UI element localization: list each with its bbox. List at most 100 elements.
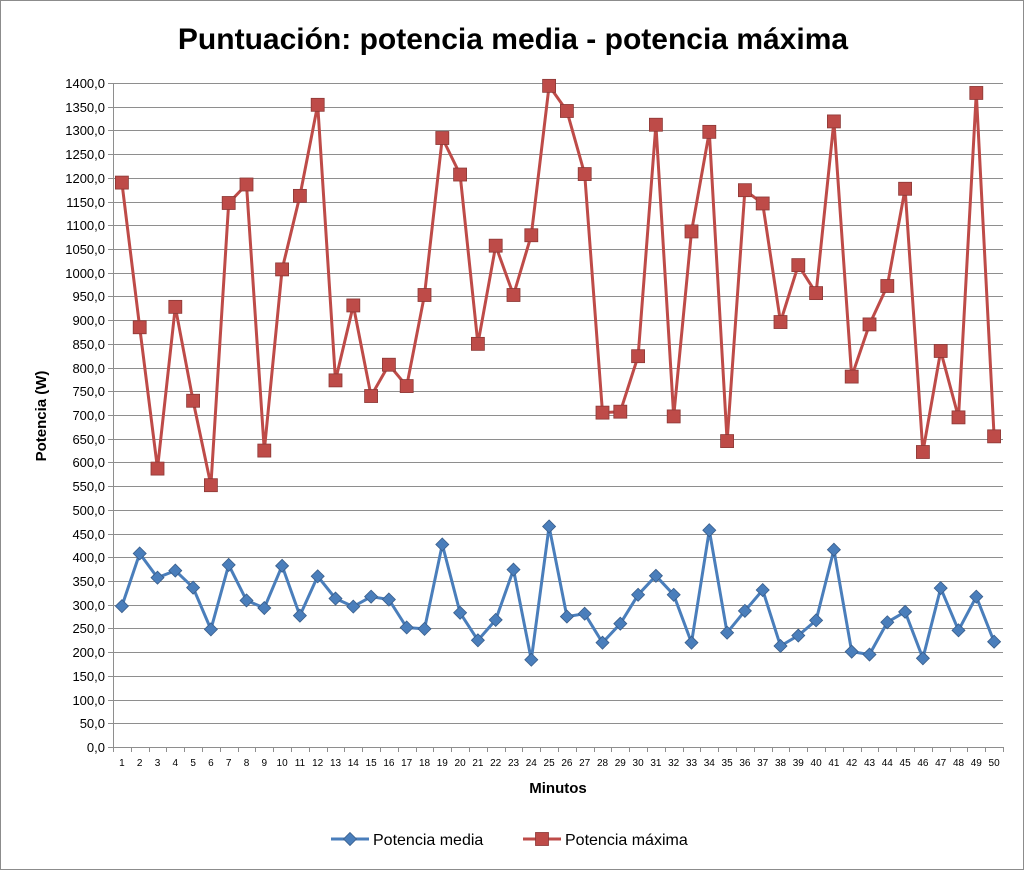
y-tick-label: 150,0 (72, 669, 105, 684)
data-point (435, 131, 450, 145)
data-point (898, 604, 913, 619)
x-tick-label: 21 (472, 758, 484, 769)
y-axis-label: Potencia (W) (33, 371, 50, 462)
data-point (470, 336, 485, 351)
data-point (399, 379, 414, 393)
data-point (613, 404, 628, 419)
data-point (257, 600, 272, 616)
y-tick-label: 450,0 (72, 527, 105, 542)
data-point (364, 589, 379, 604)
y-tick-label: 0,0 (87, 740, 105, 755)
data-point (542, 519, 557, 534)
data-point (915, 651, 930, 666)
y-tick-label: 1050,0 (65, 242, 105, 257)
series-line (120, 525, 996, 662)
x-tick-label: 22 (490, 758, 502, 769)
data-point (559, 609, 574, 624)
legend-label: Potencia máxima (565, 832, 688, 849)
data-point (862, 317, 877, 332)
data-point (453, 167, 468, 182)
data-point (292, 188, 307, 203)
y-tick-label: 850,0 (72, 337, 105, 352)
data-point (132, 320, 147, 335)
data-point (595, 635, 610, 650)
x-tick-label: 25 (544, 758, 556, 769)
x-tick-label: 49 (971, 758, 983, 769)
x-tick-label: 45 (900, 758, 912, 769)
x-tick-label: 41 (828, 758, 840, 769)
data-point (381, 357, 396, 372)
data-point (168, 299, 183, 314)
data-point (666, 587, 681, 602)
data-point (542, 78, 556, 93)
data-point (933, 344, 948, 358)
data-point (613, 616, 628, 631)
y-tick-label: 800,0 (72, 361, 105, 376)
x-axis-label: Minutos (529, 780, 587, 797)
data-point (203, 622, 218, 637)
x-tick-label: 48 (953, 758, 965, 769)
data-point (435, 537, 450, 552)
data-point (702, 124, 717, 139)
y-tick-label: 1200,0 (65, 171, 105, 186)
data-point (933, 581, 948, 596)
legend-label: Potencia media (373, 832, 483, 849)
data-point (631, 587, 646, 602)
data-point (755, 582, 770, 598)
data-point (186, 580, 201, 595)
y-tick-label: 1300,0 (65, 123, 105, 138)
y-tick-label: 550,0 (72, 479, 105, 494)
data-point (666, 409, 681, 424)
x-tick-label: 33 (686, 758, 698, 769)
data-point (916, 445, 930, 459)
data-point (595, 405, 610, 420)
data-point (809, 613, 824, 628)
data-point (791, 628, 806, 643)
data-point (827, 114, 841, 129)
data-point (577, 606, 592, 621)
y-tick-label: 650,0 (72, 432, 105, 447)
y-tick-label: 1100,0 (66, 218, 105, 233)
x-tick-label: 18 (419, 758, 431, 769)
data-point (168, 563, 183, 578)
x-tick-label: 44 (882, 758, 894, 769)
x-tick-label: 2 (137, 758, 143, 769)
x-tick-label: 38 (775, 758, 787, 769)
data-point (720, 434, 734, 448)
data-point (132, 546, 147, 561)
y-tick-label: 200,0 (72, 645, 105, 660)
x-tick-label: 7 (226, 758, 232, 769)
data-point (115, 175, 129, 190)
x-tick-label: 35 (722, 758, 734, 769)
data-point (702, 523, 717, 538)
data-point (809, 286, 823, 301)
data-point (221, 196, 236, 210)
x-tick-label: 10 (277, 758, 289, 769)
y-tick-label: 400,0 (72, 550, 105, 565)
data-point (951, 623, 966, 638)
data-point (275, 262, 290, 277)
x-tick-label: 27 (579, 758, 591, 769)
y-tick-label: 50,0 (80, 716, 105, 731)
data-point (114, 599, 129, 614)
data-point (524, 228, 539, 243)
x-tick-label: 5 (190, 758, 196, 769)
x-tick-label: 9 (262, 758, 268, 769)
x-tick-label: 28 (597, 758, 609, 769)
series-potencia-maxima (115, 78, 1001, 493)
data-point (862, 647, 877, 662)
series-line (120, 84, 996, 487)
x-tick-label: 39 (793, 758, 805, 769)
x-tick-label: 19 (437, 758, 449, 769)
y-tick-label: 750,0 (72, 384, 105, 399)
y-tick-label: 700,0 (72, 408, 105, 423)
legend-marker (535, 832, 549, 846)
x-tick-label: 31 (650, 758, 662, 769)
y-tick-label: 500,0 (72, 503, 105, 518)
data-point (453, 605, 468, 620)
x-tick-label: 24 (526, 758, 538, 769)
legend-item: Potencia media (331, 831, 483, 849)
data-point (346, 599, 361, 614)
